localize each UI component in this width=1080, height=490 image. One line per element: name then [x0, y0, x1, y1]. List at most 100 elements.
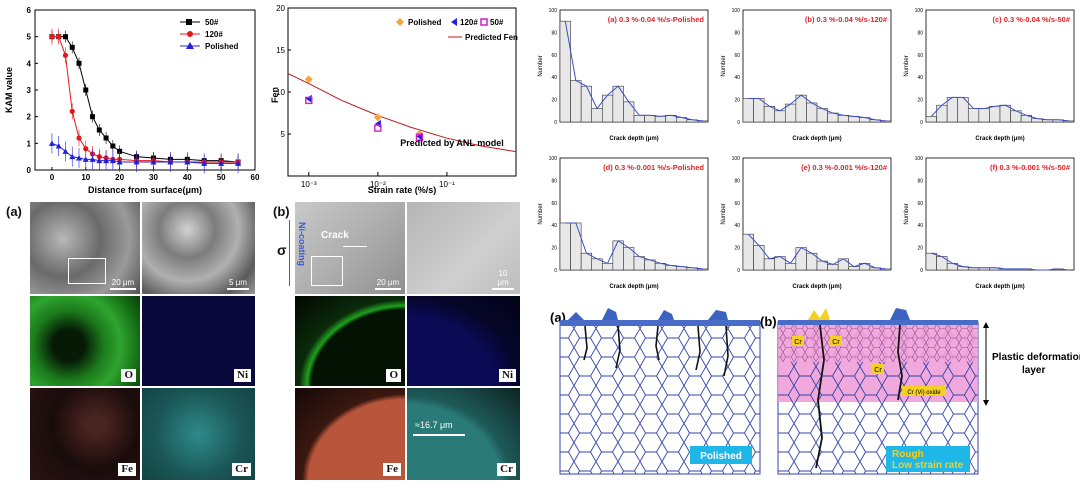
hist-bar — [601, 262, 614, 271]
hist-bar — [644, 114, 656, 123]
histogram-3: 0 20 40 60 80 100 Number Crack depth (μm) (d) 0.… — [538, 156, 709, 290]
kam-xtick-label: 20 — [115, 173, 124, 182]
eds-map-cr-a: Cr — [142, 388, 255, 480]
hist-title: (b) 0.3 %-0.04 %/s-120# — [805, 15, 888, 24]
hist-bar — [742, 233, 754, 271]
micrograph-panel-a: (a) 20 μm 5 μm O Ni Fe Cr — [0, 198, 265, 485]
legend-50-marker — [186, 19, 192, 25]
kam-legend-120: 120# — [205, 30, 223, 39]
hist-ytick-label: 20 — [734, 98, 740, 104]
kam-point-polished — [82, 156, 89, 162]
hist-bar — [827, 112, 839, 123]
hist-fit-curve — [565, 222, 703, 270]
kam-point-polished — [109, 157, 116, 164]
sem-image-b2: 10 μm — [407, 202, 520, 294]
hist-xlabel: Crack depth (μm) — [975, 284, 1024, 290]
hist-ytick-label: 0 — [920, 268, 923, 274]
sem-image-a1: 20 μm — [30, 202, 140, 294]
schematic-a-oxides — [568, 308, 728, 320]
kam-xtick-label: 0 — [50, 173, 55, 182]
fen-ytick-label: 20 — [276, 4, 285, 13]
hist-title: (f) 0.3 %-0.001 %/s-50# — [990, 163, 1071, 172]
scale-bar-b1: 20 μm — [375, 278, 401, 290]
kam-ytick-label: 2 — [27, 113, 32, 122]
histogram-2: 0 20 40 60 80 100 Number Crack depth (μm) (c) 0.… — [904, 8, 1075, 142]
fen-ytick-label: 15 — [276, 46, 285, 55]
eds-label-cr-b: Cr — [497, 463, 516, 476]
hist-title: (a) 0.3 %-0.04 %/s-Polished — [608, 15, 705, 24]
hist-ytick-label: 80 — [734, 30, 740, 36]
hist-fit-curve — [748, 94, 886, 122]
cr-tag-2 — [830, 336, 842, 346]
histogram-grid: 0 20 40 60 80 100 Number Crack depth (μm) (a) 0.… — [530, 0, 1080, 300]
kam-legend-50: 50# — [205, 18, 219, 27]
hist-ytick-label: 20 — [734, 246, 740, 252]
hist-bar — [763, 106, 776, 123]
hist-ytick-label: 20 — [917, 98, 923, 104]
fen-legend: Polished 120# 50# Predicted Fen — [396, 18, 518, 42]
thickness-bar — [413, 434, 465, 436]
hist-xlabel: Crack depth (μm) — [975, 136, 1024, 142]
eds-label-ni-a: Ni — [234, 369, 251, 382]
schematic-a-surface — [560, 320, 760, 326]
fen-predicted-curve — [287, 73, 517, 153]
hist-bar — [654, 116, 667, 123]
hist-bar — [697, 268, 709, 271]
hist-bar — [925, 116, 937, 123]
hist-ytick-label: 60 — [734, 201, 740, 207]
kam-ytick-label: 6 — [27, 6, 32, 15]
stress-symbol: σ — [277, 242, 287, 258]
hist-ytick-label: 40 — [734, 223, 740, 229]
kam-point-polished — [48, 140, 55, 146]
hist-xlabel: Crack depth (μm) — [609, 136, 658, 142]
hist-title: (e) 0.3 %-0.001 %/s-120# — [801, 163, 888, 172]
schematic-b-oxides — [890, 308, 910, 320]
hist-bar — [806, 102, 818, 123]
hist-bar — [795, 94, 807, 123]
polished-label: Polished — [700, 451, 742, 462]
hist-bar — [559, 222, 571, 271]
cr-text-3: Cr — [874, 367, 882, 374]
polished-badge — [690, 446, 752, 464]
eds-label-o-a: O — [121, 369, 136, 382]
fen-legend-predicted: Predicted Fen — [465, 33, 518, 42]
fen-xtick-label: 10⁻² — [370, 180, 386, 189]
kam-ytick-label: 1 — [27, 139, 32, 148]
hist-fit-curve — [564, 21, 703, 122]
hist-fit-curve — [930, 96, 1069, 122]
kam-point-120 — [62, 52, 69, 58]
kam-point-120 — [49, 34, 55, 40]
thickness-label: ≈16.7 μm — [415, 420, 453, 430]
scale-bar-b2: 10 μm — [492, 269, 514, 290]
zoom-box-b — [311, 256, 343, 286]
kam-point-120 — [83, 146, 89, 152]
kam-legend: 50# 120# Polished — [180, 18, 238, 51]
fen-legend-50-marker — [480, 18, 488, 26]
kam-ytick-label: 0 — [27, 166, 32, 175]
kam-point-polished — [55, 143, 62, 149]
fen-chart: 10⁻³ 10⁻² 10⁻¹ 5 10 15 20 Fen Strain rate (%/s… — [270, 0, 525, 198]
kam-point-polished — [218, 160, 225, 166]
histogram-1: 0 20 40 60 80 100 Number Crack depth (μm) (b) 0.… — [721, 8, 892, 142]
fen-legend-polished-marker — [396, 18, 404, 26]
fen-point-polished — [373, 113, 382, 122]
kam-ytick-label: 5 — [27, 33, 32, 42]
hist-ytick-label: 100 — [732, 8, 741, 14]
hist-xlabel: Crack depth (μm) — [792, 136, 841, 142]
hist-ytick-label: 60 — [551, 53, 557, 59]
kam-point-50 — [62, 34, 68, 40]
eds-label-o-b: O — [386, 369, 401, 382]
hist-ytick-label: 40 — [551, 75, 557, 81]
sem-image-b1: Ni-coating Crack 20 μm — [295, 202, 405, 294]
fen-xtick-label: 10⁻³ — [301, 180, 317, 189]
eds-map-ni-b: Ni — [407, 296, 520, 386]
histogram-4: 0 20 40 60 80 100 Number Crack depth (μm) (e) 0.… — [721, 156, 892, 290]
cr-tag-3 — [872, 364, 884, 374]
hist-bar — [570, 222, 582, 271]
scale-bar-a1: 20 μm — [110, 278, 136, 290]
kam-xlabel: Distance from surface(μm) — [88, 185, 202, 195]
fen-xlabel: Strain rate (%/s) — [368, 185, 437, 195]
kam-point-polished — [201, 160, 208, 166]
eds-label-fe-a: Fe — [118, 463, 136, 476]
hist-bar — [936, 104, 948, 123]
